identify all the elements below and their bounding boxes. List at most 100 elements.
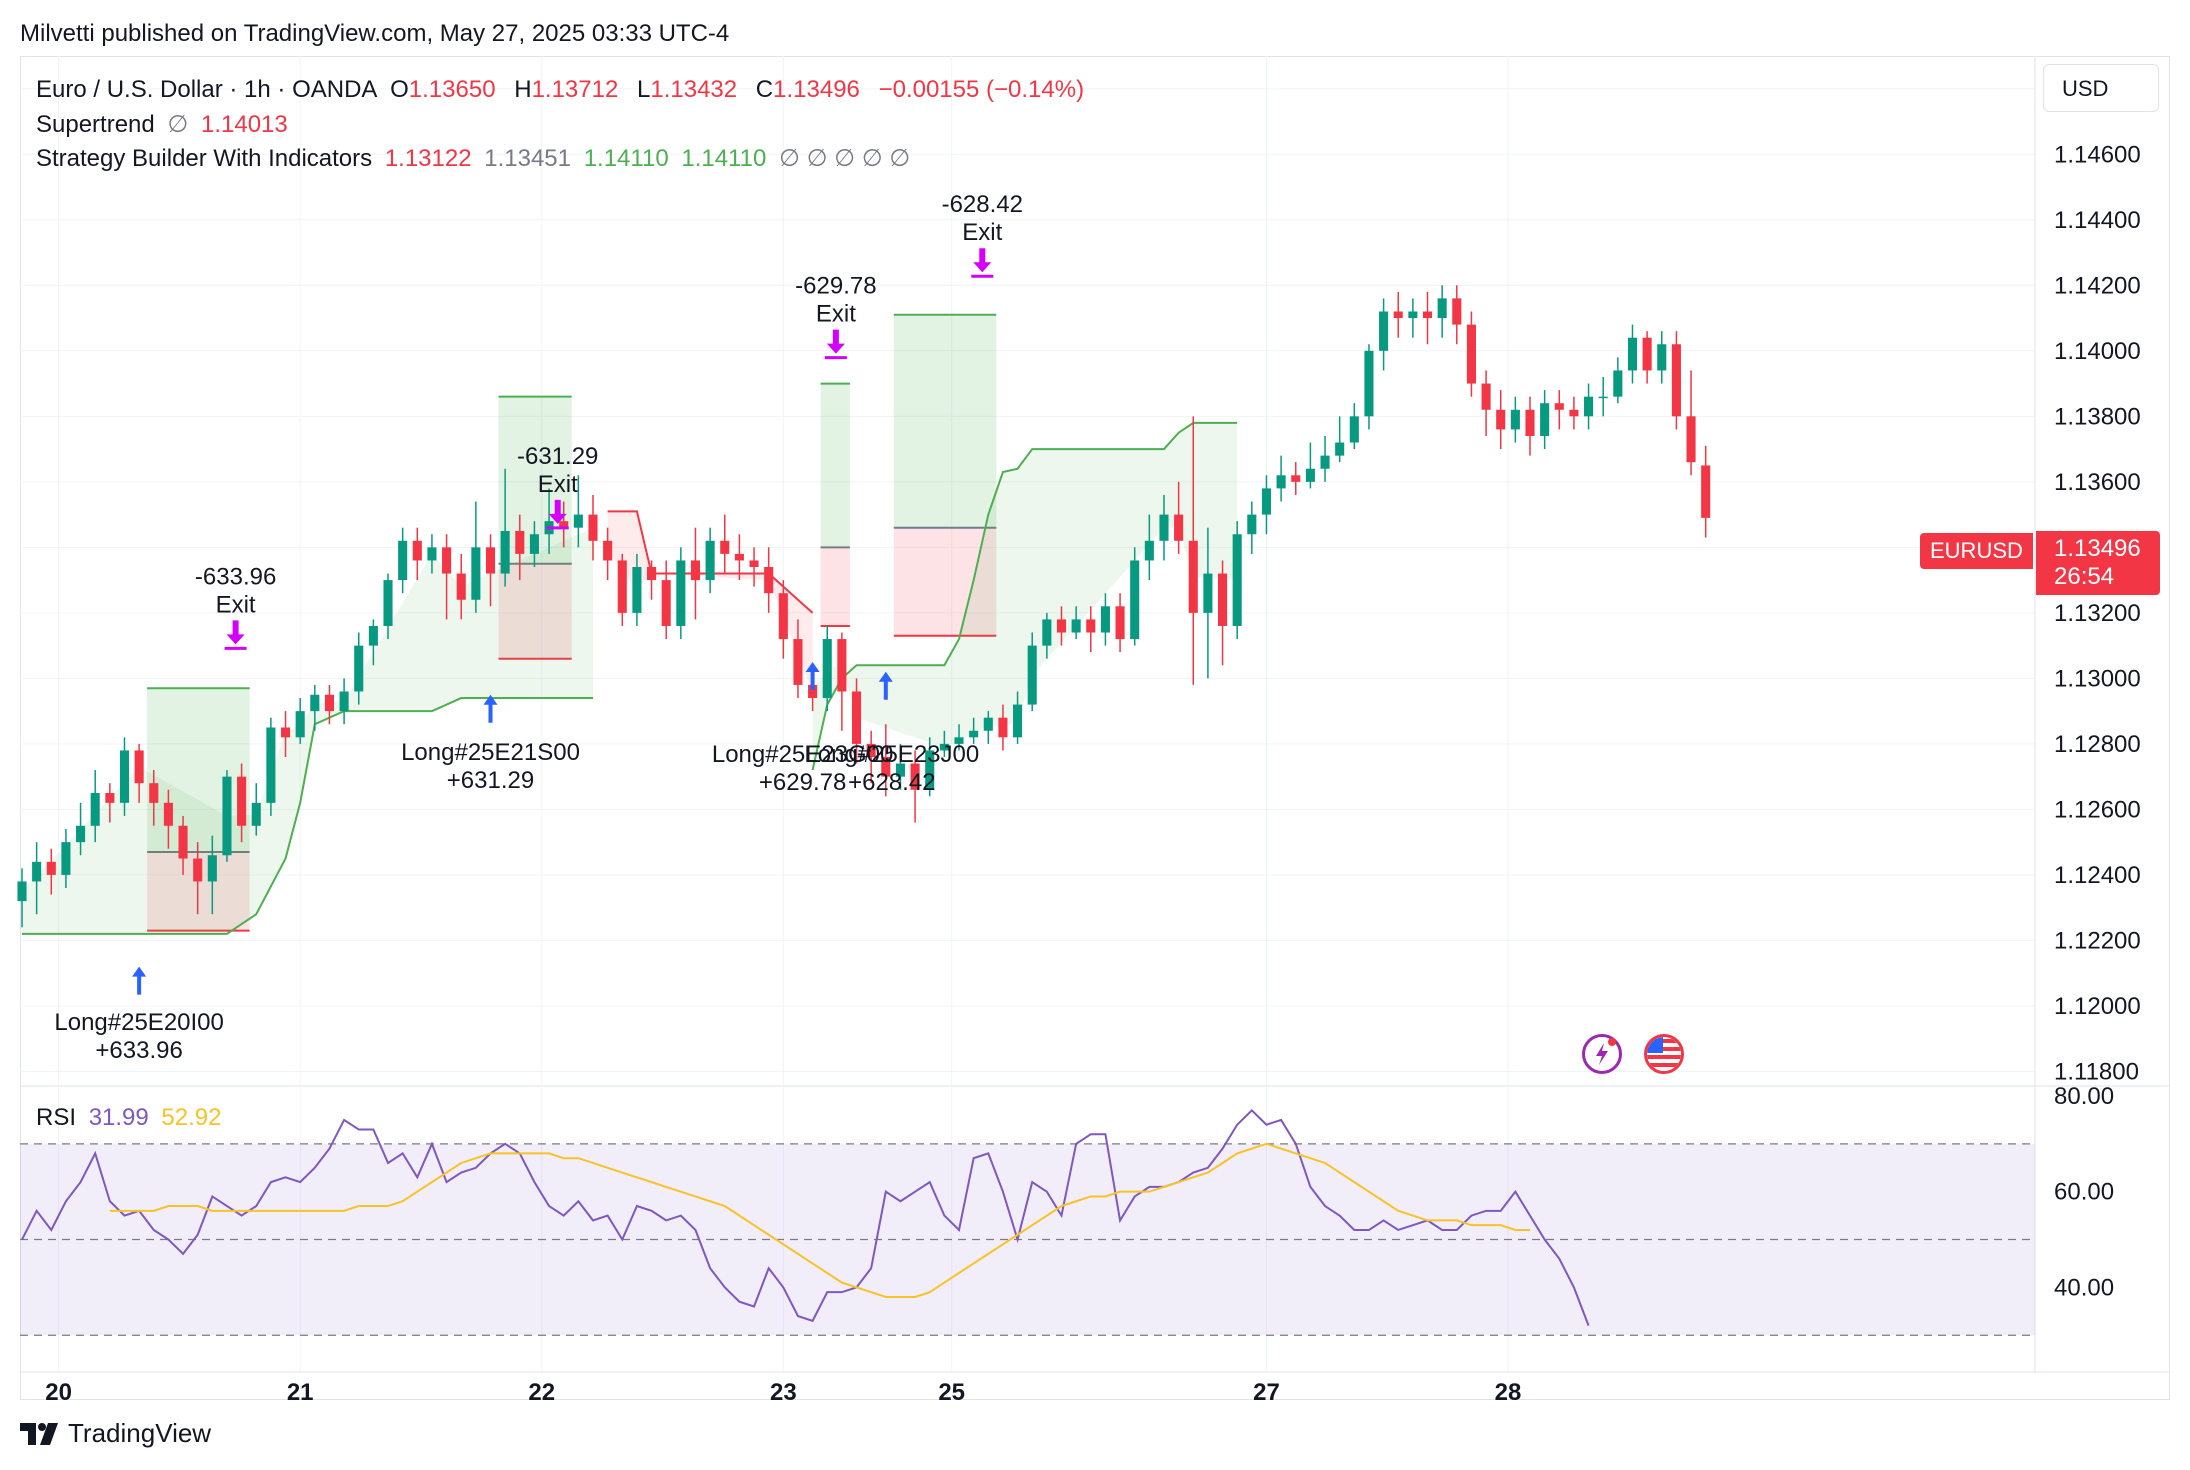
entry-arrow-icon bbox=[483, 694, 498, 723]
candle-body bbox=[573, 514, 583, 528]
exit-arrow-icon bbox=[826, 329, 845, 354]
candle-body bbox=[427, 547, 437, 561]
candle-body bbox=[324, 694, 334, 712]
candle-body bbox=[1408, 311, 1418, 319]
candle-body bbox=[705, 540, 715, 581]
candle-body bbox=[46, 861, 56, 875]
currency-selector[interactable]: USD bbox=[2043, 64, 2159, 112]
rsi-label: RSI bbox=[36, 1104, 77, 1131]
supertrend-up-line bbox=[22, 697, 593, 935]
entry-label: Long#25E21S00 bbox=[401, 739, 580, 766]
candle-body bbox=[207, 855, 217, 882]
candle-body bbox=[222, 776, 232, 856]
candle-body bbox=[1276, 475, 1286, 489]
strategy-value-2: 1.13451 bbox=[484, 145, 572, 172]
exit-label: Exit bbox=[816, 301, 856, 328]
candle-body bbox=[910, 763, 920, 790]
candle-body bbox=[500, 530, 510, 574]
candle-body bbox=[1159, 514, 1169, 541]
time-tick-label: 28 bbox=[1495, 1379, 1522, 1406]
rsi-legend[interactable]: RSI 31.99 52.92 bbox=[36, 1104, 227, 1132]
high-label: H bbox=[514, 76, 532, 103]
exit-label: Exit bbox=[216, 591, 256, 618]
candle-body bbox=[734, 553, 744, 561]
candle-body bbox=[149, 783, 159, 803]
candle-body bbox=[1540, 403, 1550, 436]
chart-frame[interactable] bbox=[20, 56, 2170, 1400]
entry-arrow-icon bbox=[132, 966, 147, 995]
symbol-legend[interactable]: Euro / U.S. Dollar · 1h · OANDA O1.13650… bbox=[36, 76, 1090, 104]
candle-body bbox=[939, 743, 949, 751]
candle-body bbox=[603, 540, 613, 561]
high-value: 1.13712 bbox=[531, 76, 619, 103]
tradingview-logo[interactable]: TradingView bbox=[20, 1418, 211, 1449]
candle-body bbox=[237, 776, 247, 826]
strategy-label: Strategy Builder With Indicators bbox=[36, 145, 373, 172]
candle-body bbox=[442, 547, 452, 574]
strategy-legend[interactable]: Strategy Builder With Indicators 1.13122… bbox=[36, 144, 916, 173]
exit-value: -631.29 bbox=[517, 443, 598, 470]
candle-body bbox=[1115, 606, 1125, 640]
candle-body bbox=[720, 540, 730, 554]
candle-body bbox=[1554, 403, 1564, 410]
trade-markers: Long#25E20I00+633.96-633.96ExitLong#25E2… bbox=[54, 191, 1023, 1064]
candle-body bbox=[1232, 534, 1242, 626]
candle-body bbox=[1349, 416, 1359, 443]
candle-body bbox=[1496, 409, 1506, 430]
candle-body bbox=[1247, 514, 1257, 535]
candle-body bbox=[134, 750, 144, 784]
supertrend-up-fill bbox=[812, 422, 1238, 771]
price-tick-label: 1.12800 bbox=[2054, 731, 2141, 758]
supertrend-up-fill bbox=[22, 527, 593, 934]
exit-label: Exit bbox=[962, 219, 1002, 246]
low-value: 1.13432 bbox=[650, 76, 738, 103]
loss-zone bbox=[498, 563, 572, 659]
candle-body bbox=[690, 560, 701, 581]
candle-body bbox=[851, 691, 862, 744]
candle-body bbox=[1174, 514, 1184, 541]
strategy-value-4: 1.14110 bbox=[681, 145, 767, 172]
rsi-ma-value: 52.92 bbox=[161, 1104, 222, 1131]
candle-body bbox=[1071, 619, 1081, 633]
entry-profit: +631.29 bbox=[447, 767, 534, 794]
candle-body bbox=[1144, 540, 1154, 561]
lightning-icon[interactable] bbox=[1582, 1034, 1622, 1074]
entry-profit: +628.42 bbox=[848, 769, 935, 796]
candle-body bbox=[954, 737, 964, 744]
entry-profit: +633.96 bbox=[95, 1037, 182, 1064]
candle-body bbox=[1218, 573, 1228, 626]
ohlc-low: L1.13432 bbox=[637, 76, 743, 103]
candle-body bbox=[471, 547, 481, 600]
price-tick-label: 1.12400 bbox=[2054, 862, 2141, 889]
candle-body bbox=[1481, 383, 1491, 410]
rsi-band-fill bbox=[20, 1143, 2035, 1336]
price-tick-label: 1.14600 bbox=[2054, 141, 2141, 168]
candle-body bbox=[983, 717, 993, 731]
ohlc-open: O1.13650 bbox=[390, 76, 501, 103]
candle-body bbox=[1510, 409, 1520, 430]
last-price: 1.13496 bbox=[2054, 535, 2141, 562]
supertrend-up-line bbox=[811, 421, 1238, 771]
candle-body bbox=[1364, 350, 1374, 417]
candle-body bbox=[1335, 442, 1345, 456]
candle-body bbox=[793, 639, 803, 685]
candle-body bbox=[822, 639, 832, 699]
us-flag-icon[interactable] bbox=[1644, 1034, 1684, 1074]
rsi-tick-label: 60.00 bbox=[2054, 1179, 2114, 1206]
rsi-tick-label: 80.00 bbox=[2054, 1083, 2114, 1110]
candle-body bbox=[1305, 468, 1315, 482]
exit-arrow-icon bbox=[226, 620, 245, 645]
candle-body bbox=[163, 802, 173, 826]
time-tick-label: 27 bbox=[1253, 1379, 1280, 1406]
exit-value: -628.42 bbox=[942, 191, 1023, 218]
strategy-value-3: 1.14110 bbox=[583, 145, 669, 172]
supertrend-legend[interactable]: Supertrend ∅ 1.14013 bbox=[36, 110, 294, 139]
entry-profit: +629.78 bbox=[759, 769, 846, 796]
entry-arrow-icon bbox=[805, 661, 820, 690]
candle-body bbox=[1130, 560, 1140, 640]
candle-body bbox=[193, 858, 203, 882]
price-tick-label: 1.14200 bbox=[2054, 272, 2141, 299]
profit-zone bbox=[820, 383, 850, 548]
candle-body bbox=[632, 567, 642, 613]
